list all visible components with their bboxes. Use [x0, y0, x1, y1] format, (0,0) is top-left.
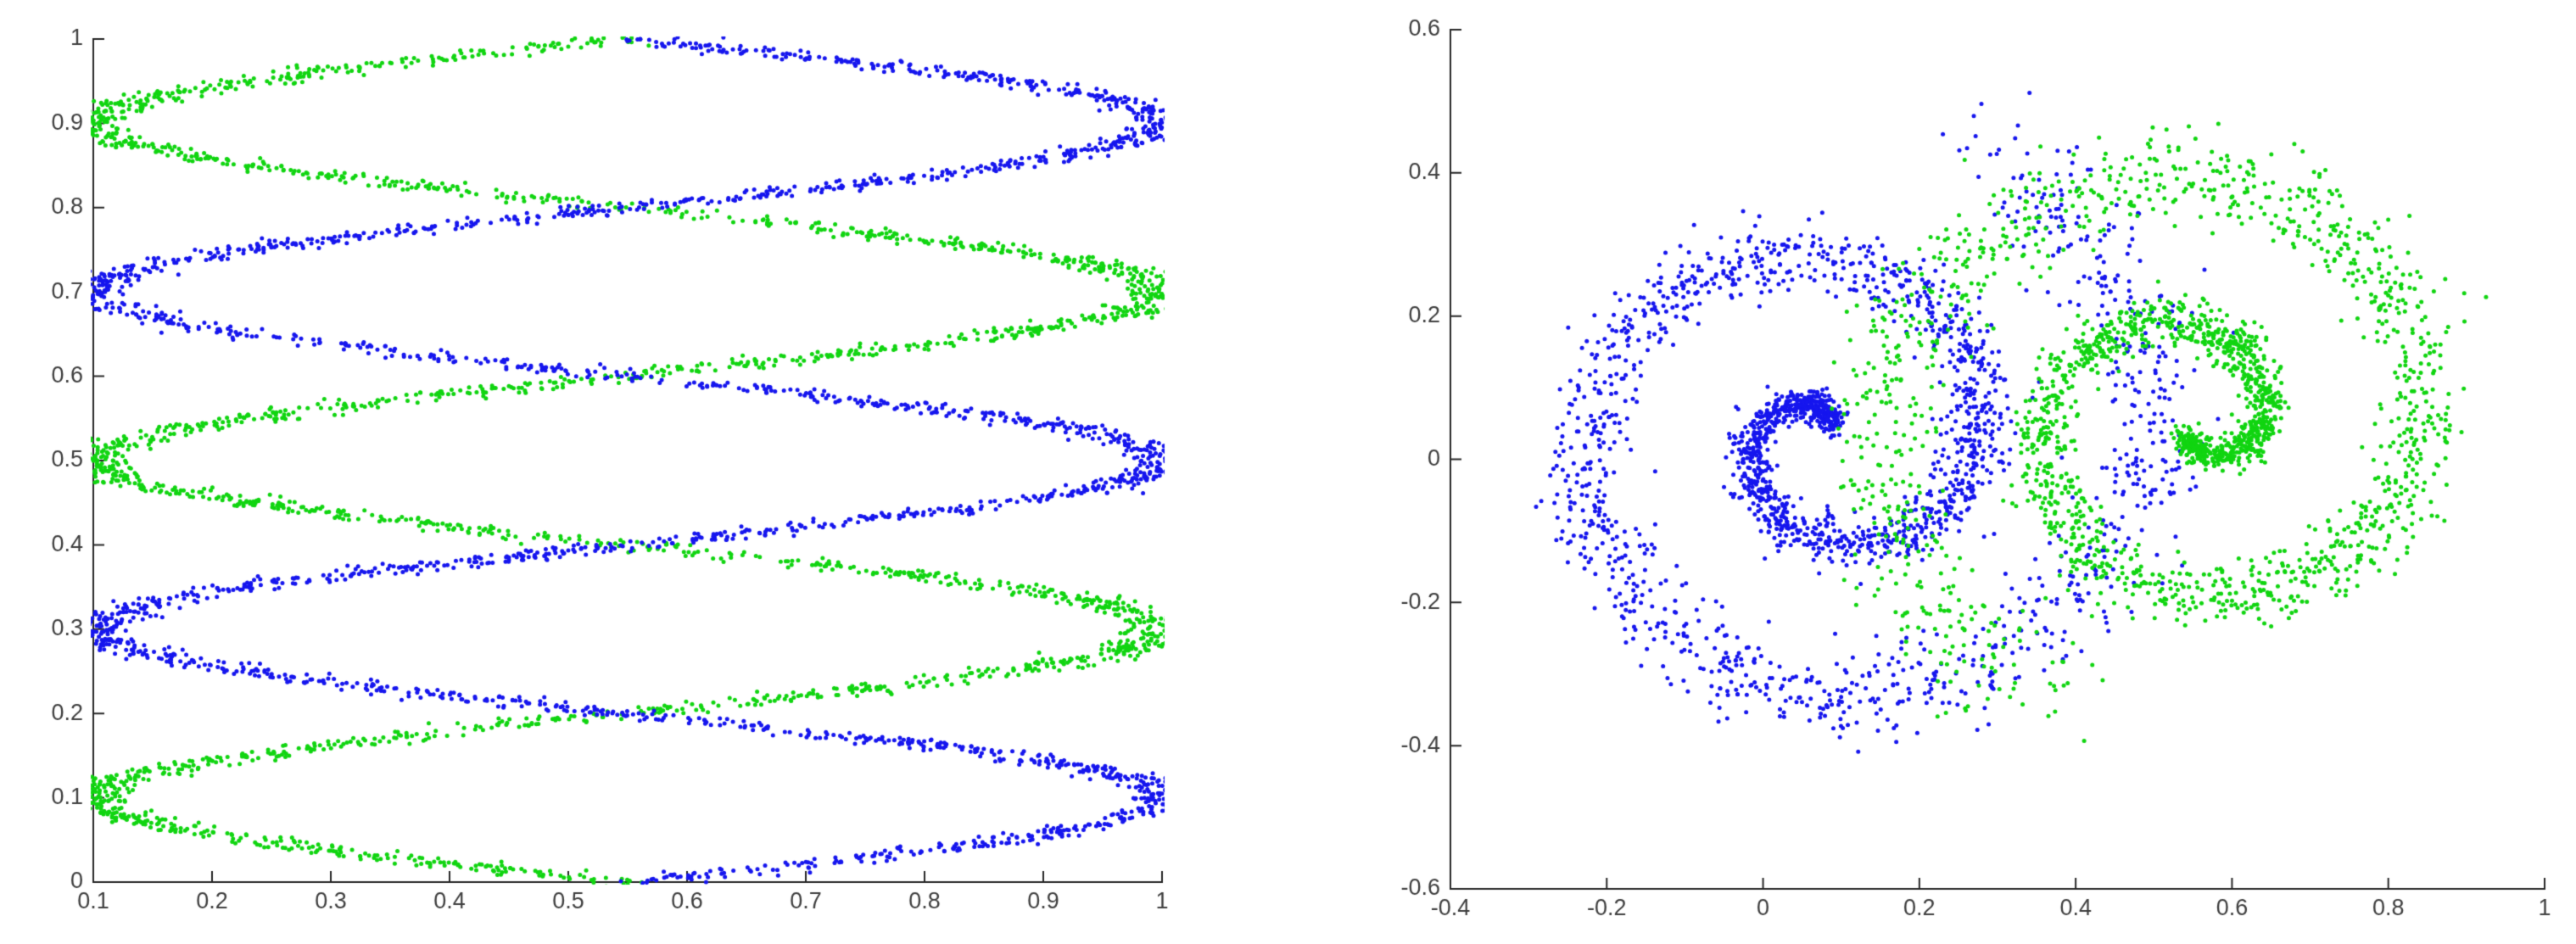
scatter-plots-canvas	[0, 0, 2576, 944]
two-scatter-plots-figure	[0, 0, 2576, 944]
